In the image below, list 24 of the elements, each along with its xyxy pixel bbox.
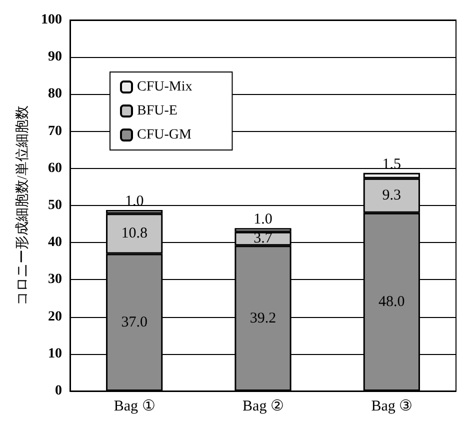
y-tick-label: 10 <box>48 346 62 362</box>
y-axis-title: コロニー形成細胞数/単位細胞数 <box>14 106 31 306</box>
data-label: 48.0 <box>378 294 405 310</box>
y-tick-label: 30 <box>48 272 62 288</box>
x-tick-label: Bag ③ <box>371 398 412 414</box>
y-tick-label: 100 <box>41 12 62 28</box>
x-tick-label: Bag ① <box>114 398 155 414</box>
y-tick-label: 60 <box>48 160 62 176</box>
x-tick-label: Bag ② <box>242 398 284 414</box>
y-tick-label: 0 <box>55 384 62 398</box>
legend-label: CFU-Mix <box>137 80 192 94</box>
y-tick-label: 80 <box>48 86 62 102</box>
y-tick-label: 70 <box>48 124 62 139</box>
data-label: 1.0 <box>254 212 272 228</box>
legend-label: BFU-E <box>137 104 178 118</box>
y-tick-label: 90 <box>48 50 62 65</box>
y-tick-label: 50 <box>48 198 62 213</box>
y-tick-label: 40 <box>48 235 62 250</box>
y-tick-label: 20 <box>48 309 62 324</box>
data-label: 37.0 <box>121 314 148 330</box>
data-label: 39.2 <box>250 310 276 326</box>
data-label: 9.3 <box>382 188 402 204</box>
legend-label: CFU-GM <box>137 128 192 142</box>
data-label: 10.8 <box>121 226 148 242</box>
